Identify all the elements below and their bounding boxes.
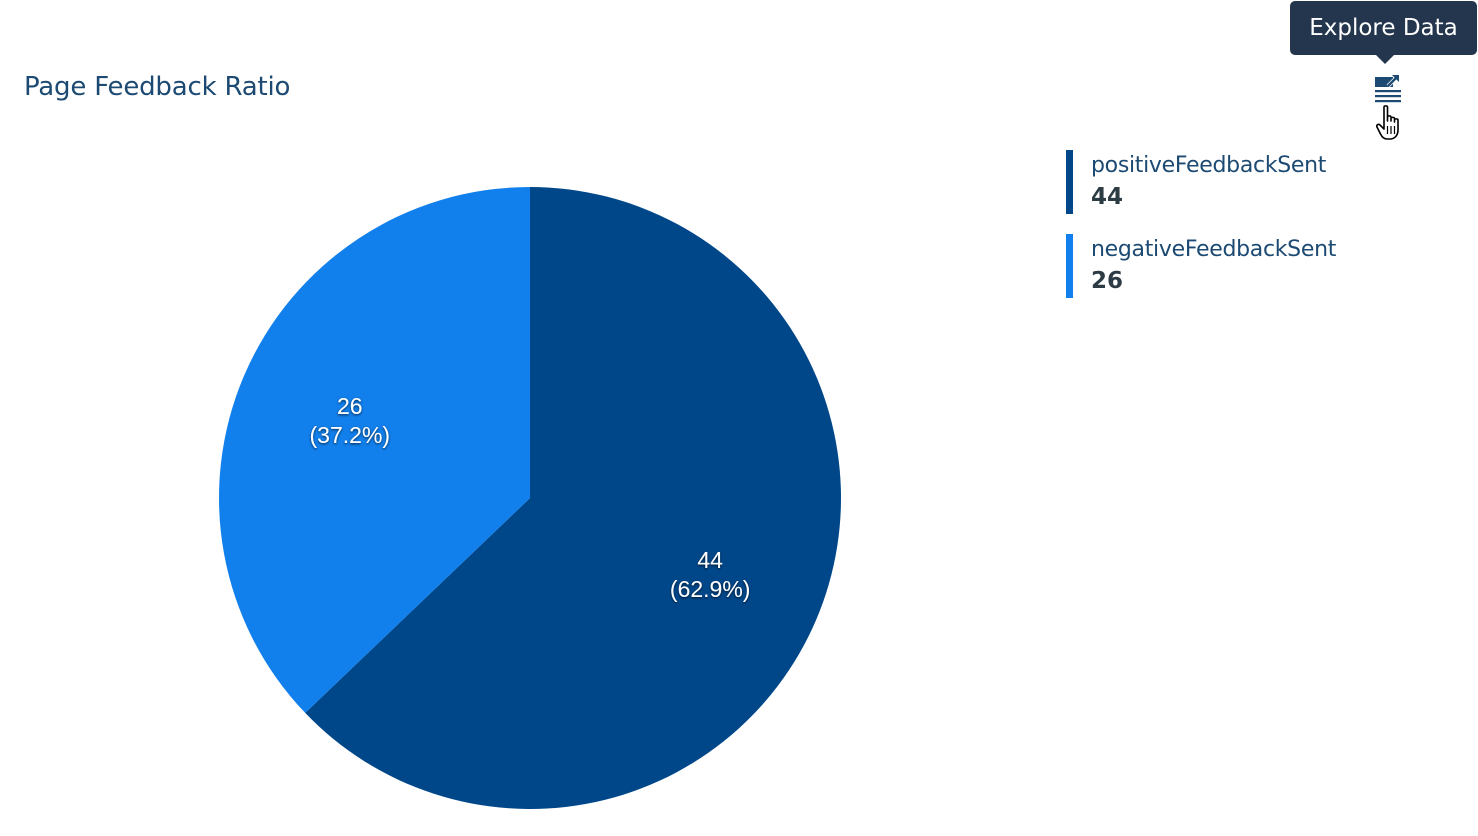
pie-chart: 44 (62.9%) 26 (37.2%) xyxy=(218,187,841,809)
explore-data-tooltip: Explore Data xyxy=(1290,1,1477,55)
chart-title: Page Feedback Ratio xyxy=(24,72,291,102)
slice-label-percent: (62.9%) xyxy=(670,576,751,602)
pie-slice-positiveFeedbackSent[interactable] xyxy=(305,187,841,809)
slice-label-percent: (37.2%) xyxy=(310,422,391,448)
slice-label-value: 26 xyxy=(337,393,363,419)
explore-data-icon[interactable] xyxy=(1370,70,1406,106)
legend-name: negativeFeedbackSent xyxy=(1091,237,1337,262)
legend-swatch-negative xyxy=(1066,234,1073,298)
chart-legend: positiveFeedbackSent 44 negativeFeedback… xyxy=(1066,150,1336,318)
legend-value: 26 xyxy=(1091,268,1124,294)
slice-label-value: 44 xyxy=(697,547,723,573)
tooltip-arrow xyxy=(1376,55,1394,64)
legend-item-negative[interactable]: negativeFeedbackSent 26 xyxy=(1066,234,1336,298)
legend-value: 44 xyxy=(1091,184,1124,210)
legend-item-positive[interactable]: positiveFeedbackSent 44 xyxy=(1066,150,1336,214)
hand-pointer-icon xyxy=(1375,105,1399,140)
legend-swatch-positive xyxy=(1066,150,1073,214)
pie-slice-negativeFeedbackSent[interactable] xyxy=(218,187,530,713)
legend-name: positiveFeedbackSent xyxy=(1091,153,1327,178)
